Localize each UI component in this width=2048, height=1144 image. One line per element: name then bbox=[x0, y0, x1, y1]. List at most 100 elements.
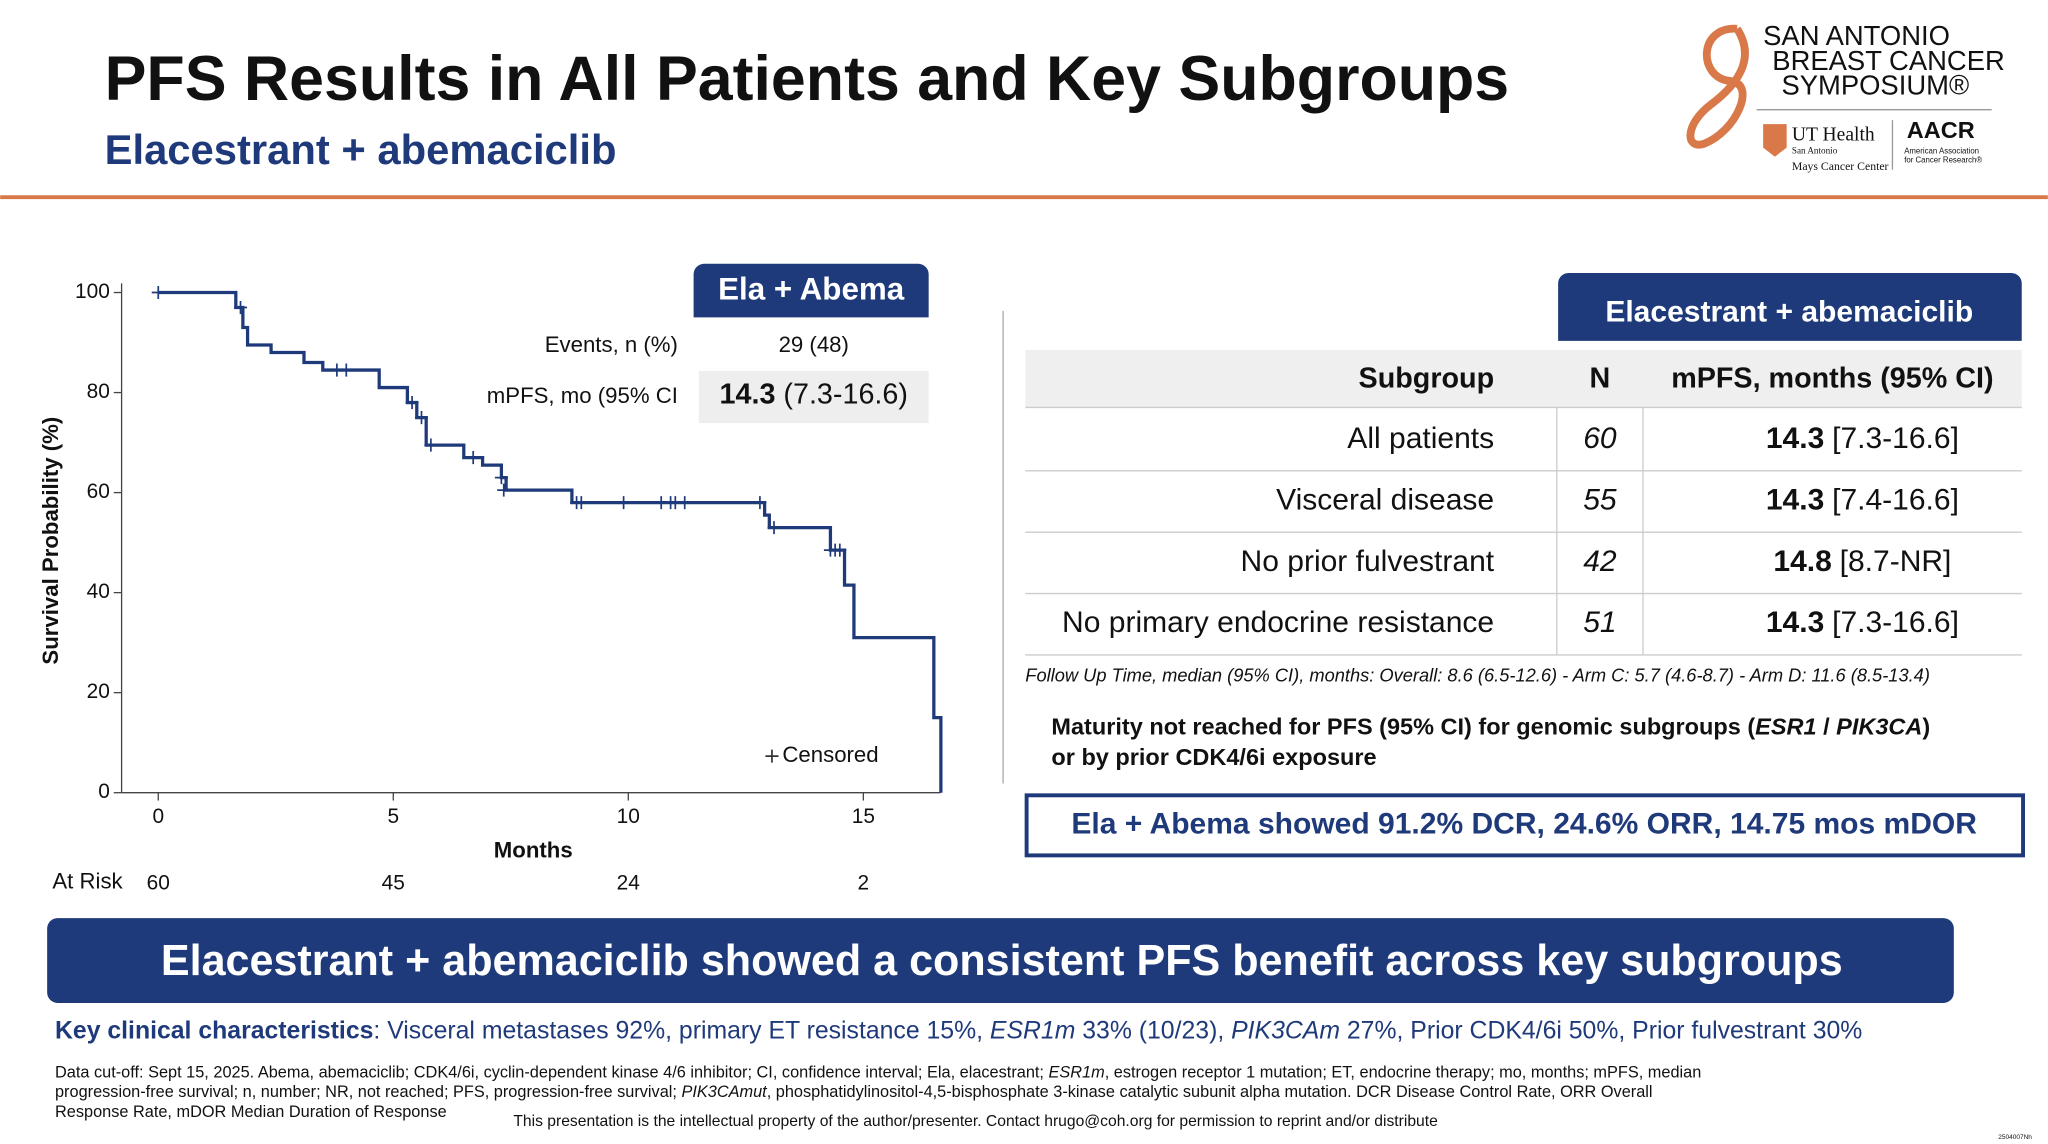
y-tick-label: 0 bbox=[98, 780, 110, 803]
x-tick-label: 15 bbox=[852, 805, 875, 828]
footnote-part: PIK3CAmut bbox=[681, 1083, 768, 1101]
row-n: 51 bbox=[1583, 606, 1616, 639]
table-header bbox=[1558, 272, 2022, 341]
inset-header bbox=[693, 263, 929, 318]
key-part: ESR1m bbox=[990, 1017, 1075, 1044]
x-tick-label: 5 bbox=[387, 805, 399, 828]
censor-mark bbox=[466, 451, 480, 465]
y-tick-label: 20 bbox=[87, 680, 110, 703]
maturity: Maturity not reached for PFS (95% CI) fo… bbox=[1051, 714, 1930, 740]
footnote-part: Data cut-off: Sept 15, 2025. Abema, abem… bbox=[55, 1064, 1049, 1082]
row-mpfs: 14.3 [7.3-16.6] bbox=[1766, 606, 1959, 639]
code: 2504007Nh bbox=[1998, 1134, 2032, 1141]
legend-symbol bbox=[765, 749, 779, 763]
row-label: All patients bbox=[1347, 422, 1494, 455]
censor-mark bbox=[233, 301, 248, 315]
maturity: or by prior CDK4/6i exposure bbox=[1051, 744, 1376, 770]
row-mpfs-ci: [7.3-16.6] bbox=[1832, 606, 1959, 639]
censor-mark bbox=[767, 521, 781, 535]
row-mpfs-ci: [7.3-16.6] bbox=[1832, 422, 1959, 455]
footnote: Response Rate, mDOR Median Duration of R… bbox=[55, 1103, 447, 1121]
banner-box bbox=[47, 918, 1954, 1003]
inset-row bbox=[698, 370, 929, 424]
inset-value: 29 (48) bbox=[779, 332, 849, 357]
censor-mark bbox=[753, 496, 767, 510]
key-part: 33% (10/23), bbox=[1075, 1017, 1231, 1044]
footnote-part: , estrogen receptor 1 mutation; ET, endo… bbox=[1105, 1064, 1702, 1082]
maturity-part: / bbox=[1817, 714, 1837, 740]
inset-ci: (7.3-16.6) bbox=[775, 378, 908, 410]
row-label: Visceral disease bbox=[1276, 483, 1494, 516]
maturity-part: PIK3CA bbox=[1836, 714, 1922, 740]
ut-shield bbox=[1763, 124, 1787, 157]
x-tick-label: 10 bbox=[617, 805, 640, 828]
maturity-part: ) bbox=[1922, 714, 1930, 740]
footnote-part: progression-free survival; n, number; NR… bbox=[55, 1083, 681, 1101]
column-header: N bbox=[1590, 363, 1611, 395]
row-mpfs: 14.3 [7.4-16.6] bbox=[1766, 483, 1959, 516]
censor-mark bbox=[497, 483, 511, 497]
censor-mark bbox=[494, 471, 508, 485]
column-header: Subgroup bbox=[1359, 363, 1495, 395]
x-axis-label: Months bbox=[494, 837, 573, 862]
logo: SAN ANTONIO BREAST CANCER SYMPOSIUM® UT … bbox=[1686, 20, 2005, 173]
x-tick-label: 0 bbox=[152, 805, 164, 828]
at-risk-label: At Risk bbox=[52, 869, 123, 894]
subtitle: Elacestrant + abemaciclib bbox=[105, 126, 617, 173]
at-risk-value: 24 bbox=[617, 872, 640, 895]
row-mpfs-median: 14.8 bbox=[1773, 545, 1831, 578]
row-mpfs-ci: [8.7-NR] bbox=[1840, 545, 1952, 578]
key-part: 27%, Prior CDK4/6i 50%, Prior fulvestran… bbox=[1340, 1017, 1862, 1044]
y-tick-label: 60 bbox=[87, 480, 110, 503]
aacr-text: for Cancer Research® bbox=[1904, 156, 1982, 165]
inset-label: Events, n (%) bbox=[545, 332, 678, 357]
logo-text: BREAST CANCER bbox=[1772, 45, 2005, 76]
column-header-row bbox=[1025, 349, 2022, 408]
aacr: AACR bbox=[1907, 117, 1975, 143]
censor-mark bbox=[678, 496, 692, 510]
footnote-part: ESR1m bbox=[1049, 1064, 1105, 1082]
censor-mark bbox=[833, 543, 847, 557]
row-mpfs: 14.3 [7.3-16.6] bbox=[1766, 422, 1959, 455]
row-mpfs-ci: [7.4-16.6] bbox=[1832, 483, 1959, 516]
maturity-part: Maturity not reached for PFS (95% CI) fo… bbox=[1051, 714, 1755, 740]
callout-box bbox=[1024, 793, 2025, 858]
censor-mark bbox=[617, 496, 631, 510]
row-mpfs-median: 14.3 bbox=[1766, 483, 1824, 516]
censor-mark bbox=[151, 286, 165, 300]
row-label: No prior fulvestrant bbox=[1241, 545, 1495, 578]
row-n: 42 bbox=[1583, 545, 1617, 578]
row-label: No primary endocrine resistance bbox=[1062, 606, 1494, 639]
y-tick-label: 100 bbox=[75, 280, 110, 303]
row-n: 60 bbox=[1583, 422, 1617, 455]
banner: Elacestrant + abemaciclib showed a consi… bbox=[161, 937, 1843, 985]
y-tick-label: 40 bbox=[87, 580, 110, 603]
censor-mark bbox=[414, 411, 429, 425]
censor-mark bbox=[405, 396, 419, 410]
key-part: PIK3CAm bbox=[1231, 1017, 1340, 1044]
censor-mark bbox=[339, 363, 353, 377]
callout: Ela + Abema showed 91.2% DCR, 24.6% ORR,… bbox=[1071, 807, 1977, 840]
title: PFS Results in All Patients and Key Subg… bbox=[105, 44, 1510, 114]
logo-text: SAN ANTONIO bbox=[1763, 20, 1950, 51]
followup: Follow Up Time, median (95% CI), months:… bbox=[1025, 664, 1930, 685]
column-header: mPFS, months (95% CI) bbox=[1671, 363, 1993, 395]
km-chart: 0 20 40 60 80 100 0 60 5 45 10 24 15 2 At Risk Months Su… bbox=[38, 280, 943, 895]
inset-header-text: Ela + Abema bbox=[718, 272, 905, 307]
footnote: Data cut-off: Sept 15, 2025. Abema, abem… bbox=[55, 1064, 1701, 1082]
at-risk-value: 2 bbox=[858, 872, 870, 895]
ribbon bbox=[1686, 24, 1749, 149]
maturity-part: ESR1 bbox=[1755, 714, 1816, 740]
table-header-text: Elacestrant + abemaciclib bbox=[1605, 295, 1973, 328]
at-risk-value: 45 bbox=[382, 872, 405, 895]
logo-text: SYMPOSIUM® bbox=[1781, 70, 1969, 101]
inset-label: mPFS, mo (95% CI bbox=[487, 383, 678, 408]
footnote-part: , phosphatidylinositol-4,5-bisphosphate … bbox=[767, 1083, 1653, 1101]
copyright: This presentation is the intellectual pr… bbox=[513, 1113, 1438, 1130]
y-axis-label: Survival Probability (%) bbox=[38, 417, 63, 665]
ut-text: San Antonio bbox=[1792, 146, 1838, 156]
row-mpfs-median: 14.3 bbox=[1766, 422, 1824, 455]
key-part: Key clinical characteristics bbox=[55, 1017, 373, 1044]
